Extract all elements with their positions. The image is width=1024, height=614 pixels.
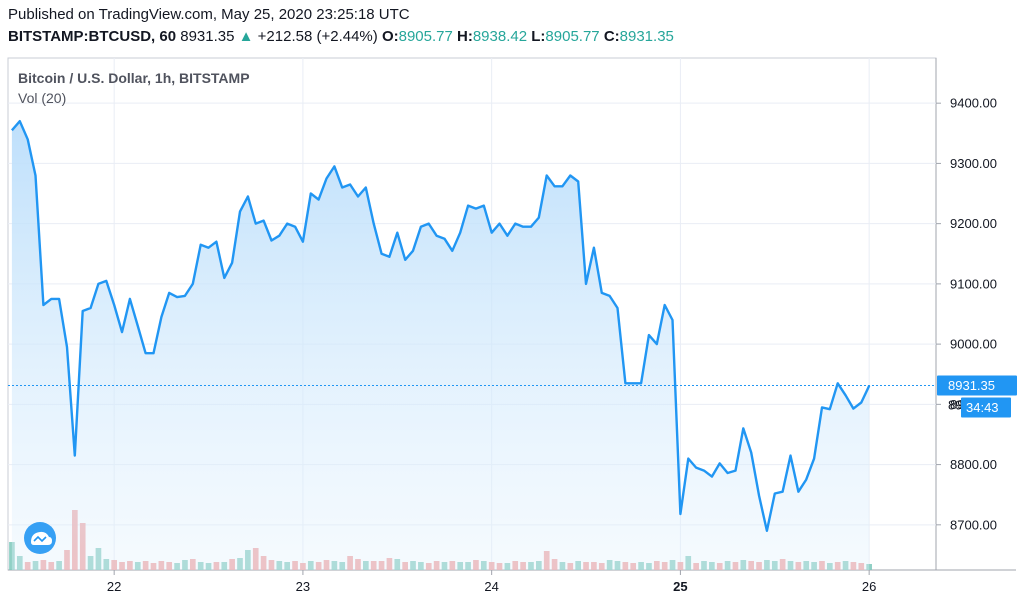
close-label: C: <box>603 28 620 45</box>
tradingview-logo-icon[interactable] <box>24 522 56 554</box>
countdown-badge-label: 34:43 <box>966 400 999 415</box>
price-tick-label: 9000.00 <box>950 337 997 352</box>
last-price: 8931.35 <box>180 28 235 45</box>
high-label: H: <box>457 28 473 45</box>
up-arrow-icon: ▲ <box>238 28 254 45</box>
close-value: 8931.35 <box>619 28 674 45</box>
symbol-header: BITSTAMP:BTCUSD, 60 8931.35 ▲ +212.58 (+… <box>8 28 674 45</box>
change-value: +212.58 (+2.44%) <box>257 28 378 45</box>
price-tick-label: 9100.00 <box>950 276 997 291</box>
price-tick-label: 9300.00 <box>950 156 997 171</box>
time-axis-ticks: 22 23 24 25 26 <box>107 570 876 594</box>
price-tick-label: 8700.00 <box>950 517 997 532</box>
price-tick-label: 8800.00 <box>950 457 997 472</box>
symbol-label: BITSTAMP:BTCUSD, 60 <box>8 28 177 45</box>
last-price-badge-label: 8931.35 <box>948 378 995 393</box>
legend-title: Bitcoin / U.S. Dollar, 1h, BITSTAMP <box>18 70 250 86</box>
open-value: 8905.77 <box>398 28 453 45</box>
time-tick-label: 23 <box>296 579 310 594</box>
chart-legend: Bitcoin / U.S. Dollar, 1h, BITSTAMP Vol … <box>18 70 250 110</box>
time-tick-label: 24 <box>484 579 498 594</box>
time-tick-label: 25 <box>673 579 687 594</box>
time-tick-label: 26 <box>862 579 876 594</box>
price-tick-label: 9400.00 <box>950 96 997 111</box>
price-axis-ticks: 9400.009300.009200.009100.009000.008900.… <box>936 96 997 532</box>
high-value: 8938.42 <box>472 28 528 45</box>
countdown-badge: 34:43 <box>961 397 1011 418</box>
price-area <box>11 121 870 570</box>
price-tick-partial: 89 <box>948 397 962 412</box>
time-tick-label: 22 <box>107 579 121 594</box>
legend-volume: Vol (20) <box>18 90 67 106</box>
published-caption: Published on TradingView.com, May 25, 20… <box>8 6 410 23</box>
price-tick-label: 9200.00 <box>950 216 997 231</box>
low-label: L: <box>531 28 546 45</box>
low-value: 8905.77 <box>545 28 600 45</box>
price-line <box>10 120 871 532</box>
last-price-badge: 8931.35 <box>937 375 1017 396</box>
open-label: O: <box>381 28 399 45</box>
